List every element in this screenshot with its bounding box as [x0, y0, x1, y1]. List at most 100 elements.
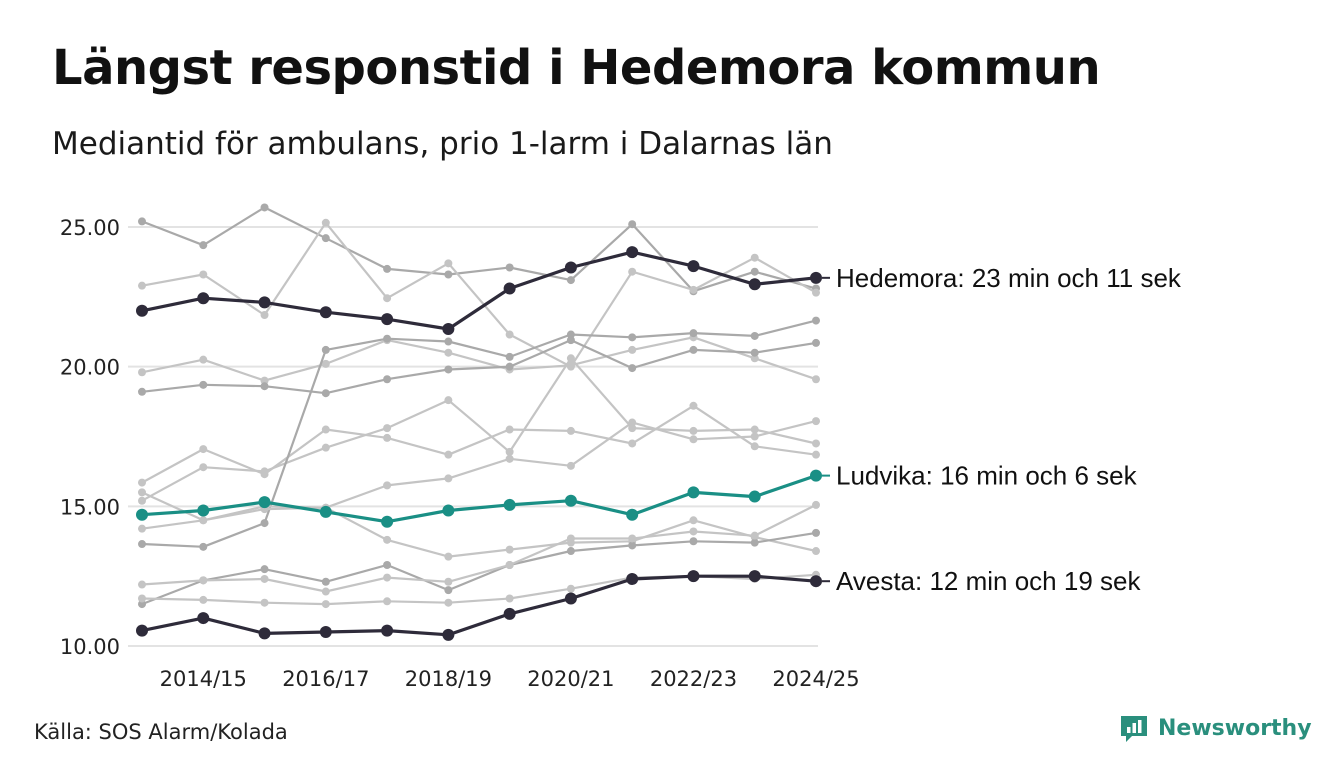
series-labels: Hedemora: 23 min och 11 sek Ludvika: 16 m… — [822, 263, 1182, 596]
data-point — [505, 594, 514, 603]
data-point — [566, 354, 575, 363]
x-tick-label: 2014/15 — [160, 667, 247, 691]
data-point — [687, 260, 700, 273]
data-point — [444, 586, 453, 595]
data-point — [444, 270, 453, 279]
data-point — [321, 359, 330, 368]
data-point — [321, 218, 330, 227]
data-point — [260, 376, 269, 385]
data-point — [138, 368, 146, 377]
data-point — [750, 348, 759, 357]
data-point — [503, 498, 516, 511]
data-point — [812, 316, 820, 325]
data-point — [260, 574, 269, 583]
data-point — [810, 575, 822, 588]
data-point — [689, 329, 698, 338]
data-point — [383, 294, 392, 303]
data-point — [812, 450, 820, 459]
data-point — [199, 355, 208, 364]
background-series — [138, 203, 820, 609]
data-point — [381, 515, 394, 528]
data-point — [566, 584, 575, 593]
series-line — [141, 221, 817, 368]
data-point — [444, 348, 453, 357]
series-line — [141, 206, 817, 293]
data-point — [136, 624, 148, 637]
data-point — [628, 364, 637, 373]
data-point — [199, 445, 208, 454]
data-point — [197, 504, 210, 517]
data-point — [383, 535, 392, 544]
series-line — [141, 357, 817, 502]
series-kommun-g — [138, 316, 820, 551]
data-point — [199, 380, 208, 389]
data-point — [812, 439, 820, 448]
data-point — [750, 432, 759, 441]
y-tick-label: 15.00 — [60, 495, 120, 519]
series-line — [141, 339, 817, 395]
data-point — [505, 560, 514, 569]
grid-lines — [128, 226, 818, 647]
data-point — [138, 594, 146, 603]
data-point — [199, 270, 208, 279]
data-point — [564, 592, 577, 605]
x-tick-label: 2016/17 — [282, 667, 369, 691]
data-point — [689, 426, 698, 435]
data-point — [319, 505, 332, 518]
data-point — [628, 220, 637, 229]
series-line — [141, 574, 817, 637]
data-point — [199, 542, 208, 551]
data-point — [321, 425, 330, 434]
data-point — [444, 396, 453, 405]
data-point — [628, 541, 637, 550]
data-point — [566, 547, 575, 556]
data-point — [503, 282, 516, 295]
data-point — [689, 527, 698, 536]
line-chart: 10.00 15.00 20.00 25.00 2014/15 2016/17 2018/… — [60, 203, 1182, 691]
newsworthy-logo-icon — [1121, 716, 1147, 742]
data-point — [810, 271, 822, 284]
x-axis-ticks: 2014/15 2016/17 2018/19 2020/21 2022/23 2024/… — [160, 667, 860, 691]
data-point — [689, 401, 698, 410]
data-point — [628, 333, 637, 342]
series-kommun-a — [138, 203, 820, 296]
data-point — [260, 382, 269, 391]
data-point — [381, 624, 394, 637]
series-line — [141, 420, 817, 530]
data-point — [505, 447, 514, 456]
data-point — [628, 534, 637, 543]
y-tick-label: 20.00 — [60, 356, 120, 380]
data-point — [444, 552, 453, 561]
data-point — [564, 261, 577, 274]
data-point — [444, 259, 453, 268]
data-point — [689, 537, 698, 546]
data-point — [136, 508, 148, 521]
x-tick-label: 2018/19 — [405, 667, 492, 691]
data-point — [321, 443, 330, 452]
brand-logo[interactable]: Newsworthy — [1118, 712, 1312, 744]
data-point — [138, 387, 146, 396]
data-point — [138, 488, 146, 497]
data-point — [321, 234, 330, 243]
data-point — [260, 565, 269, 574]
series-line — [141, 336, 817, 382]
data-point — [748, 278, 761, 291]
chart-subtitle: Mediantid för ambulans, prio 1-larm i Da… — [52, 126, 833, 162]
data-point — [260, 519, 269, 528]
data-point — [564, 494, 577, 507]
data-point — [505, 362, 514, 371]
data-point — [748, 570, 761, 583]
data-point — [689, 345, 698, 354]
chart-title: Längst responstid i Hedemora kommun — [52, 40, 1101, 96]
brand-name: Newsworthy — [1158, 715, 1312, 741]
data-point — [812, 288, 820, 297]
data-point — [258, 627, 271, 640]
data-point — [138, 281, 146, 290]
data-point — [503, 607, 516, 620]
data-point — [444, 337, 453, 346]
highlighted-series — [136, 246, 822, 641]
data-point — [383, 424, 392, 433]
data-point — [138, 478, 146, 487]
data-point — [812, 547, 820, 556]
series-line — [141, 474, 817, 524]
